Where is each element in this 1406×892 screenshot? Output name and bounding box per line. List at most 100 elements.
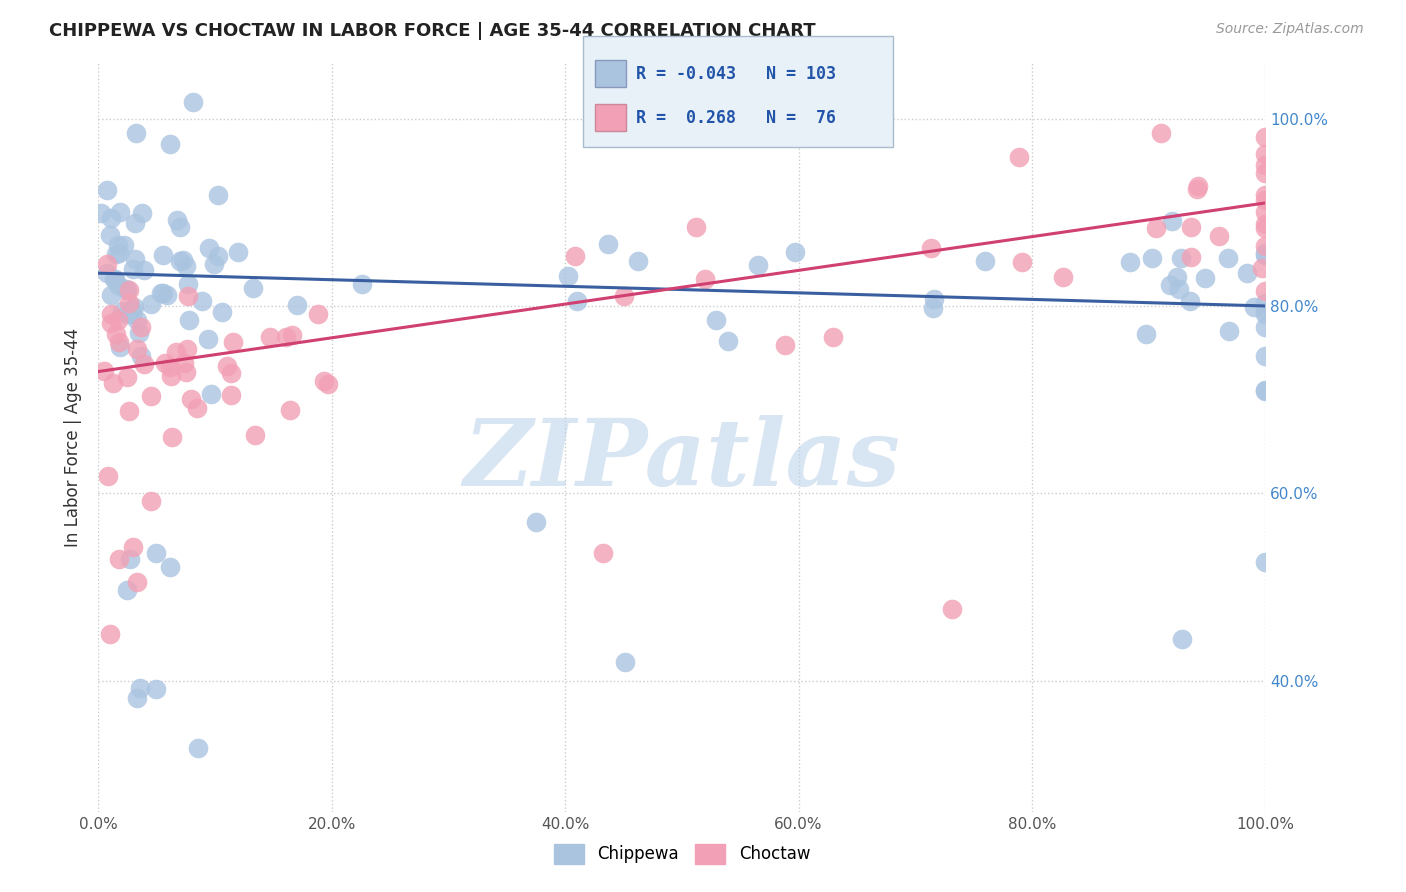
Point [124,126,146,140]
Point [1168,282,1191,296]
Point [152,285,174,300]
Point [1254,248,1277,262]
Point [773,337,796,351]
Point [98,227,121,242]
Point [156,287,179,301]
Point [118,552,141,566]
Point [124,216,146,230]
Point [169,254,191,268]
Point [1254,246,1277,260]
Point [122,300,145,314]
Point [118,296,141,310]
Point [159,360,181,375]
Point [177,277,200,291]
Point [100,211,122,226]
Point [100,288,122,302]
Point [219,366,242,380]
Point [121,302,143,317]
Text: Source: ZipAtlas.com: Source: ZipAtlas.com [1216,22,1364,37]
Point [111,304,134,318]
Point [1254,295,1277,310]
Point [122,261,145,276]
Point [127,313,149,327]
Point [1140,251,1163,265]
Text: ZIPatlas: ZIPatlas [464,415,900,505]
Point [115,583,138,598]
Point [922,292,945,306]
Point [783,244,806,259]
Point [121,308,143,322]
Point [159,560,181,574]
Point [1144,220,1167,235]
Point [108,334,131,349]
Point [278,403,301,417]
Point [152,248,174,262]
Point [598,236,620,251]
Point [200,387,222,401]
Point [592,546,614,560]
Point [96,266,118,280]
Point [1254,205,1277,219]
Point [90,206,112,220]
Point [105,326,128,341]
Point [1254,383,1277,397]
Point [1119,255,1142,269]
Legend: Chippewa, Choctaw: Chippewa, Choctaw [547,838,817,871]
Point [104,247,127,261]
Point [565,294,588,309]
Point [187,740,209,755]
Point [717,334,740,348]
Point [165,345,187,359]
Point [1170,252,1192,266]
Point [920,241,942,255]
Point [312,375,335,389]
Point [129,681,152,696]
Point [350,277,373,291]
Point [108,205,131,219]
Point [242,281,264,295]
Point [98,627,121,641]
Point [1187,179,1209,194]
Point [169,220,191,235]
Point [117,283,139,297]
Point [276,330,298,344]
Point [285,298,308,312]
Point [693,272,716,286]
Point [153,356,176,370]
Point [118,404,141,418]
Point [160,430,183,444]
Point [118,283,141,297]
Point [103,272,125,286]
Point [174,259,197,273]
Point [145,546,167,560]
Point [150,285,173,300]
Point [221,387,243,401]
Point [131,205,153,219]
Point [96,183,118,197]
Point [107,312,129,326]
Point [176,343,198,357]
Point [1236,266,1258,280]
Point [243,428,266,442]
Point [226,244,249,259]
Point [1254,307,1277,321]
Point [129,319,152,334]
Text: CHIPPEWA VS CHOCTAW IN LABOR FORCE | AGE 35-44 CORRELATION CHART: CHIPPEWA VS CHOCTAW IN LABOR FORCE | AGE… [49,22,815,40]
Point [1254,187,1277,202]
Point [93,364,115,378]
Point [141,297,163,311]
Point [941,601,963,615]
Point [108,246,131,260]
Point [747,258,769,272]
Point [125,574,148,589]
Point [115,282,138,296]
Point [100,307,122,321]
Text: R =  0.268   N =  76: R = 0.268 N = 76 [636,109,835,127]
Point [125,342,148,356]
Point [176,365,198,379]
Point [1254,304,1277,318]
Point [122,540,145,554]
Point [132,357,155,371]
Point [1254,146,1277,161]
Point [97,468,120,483]
